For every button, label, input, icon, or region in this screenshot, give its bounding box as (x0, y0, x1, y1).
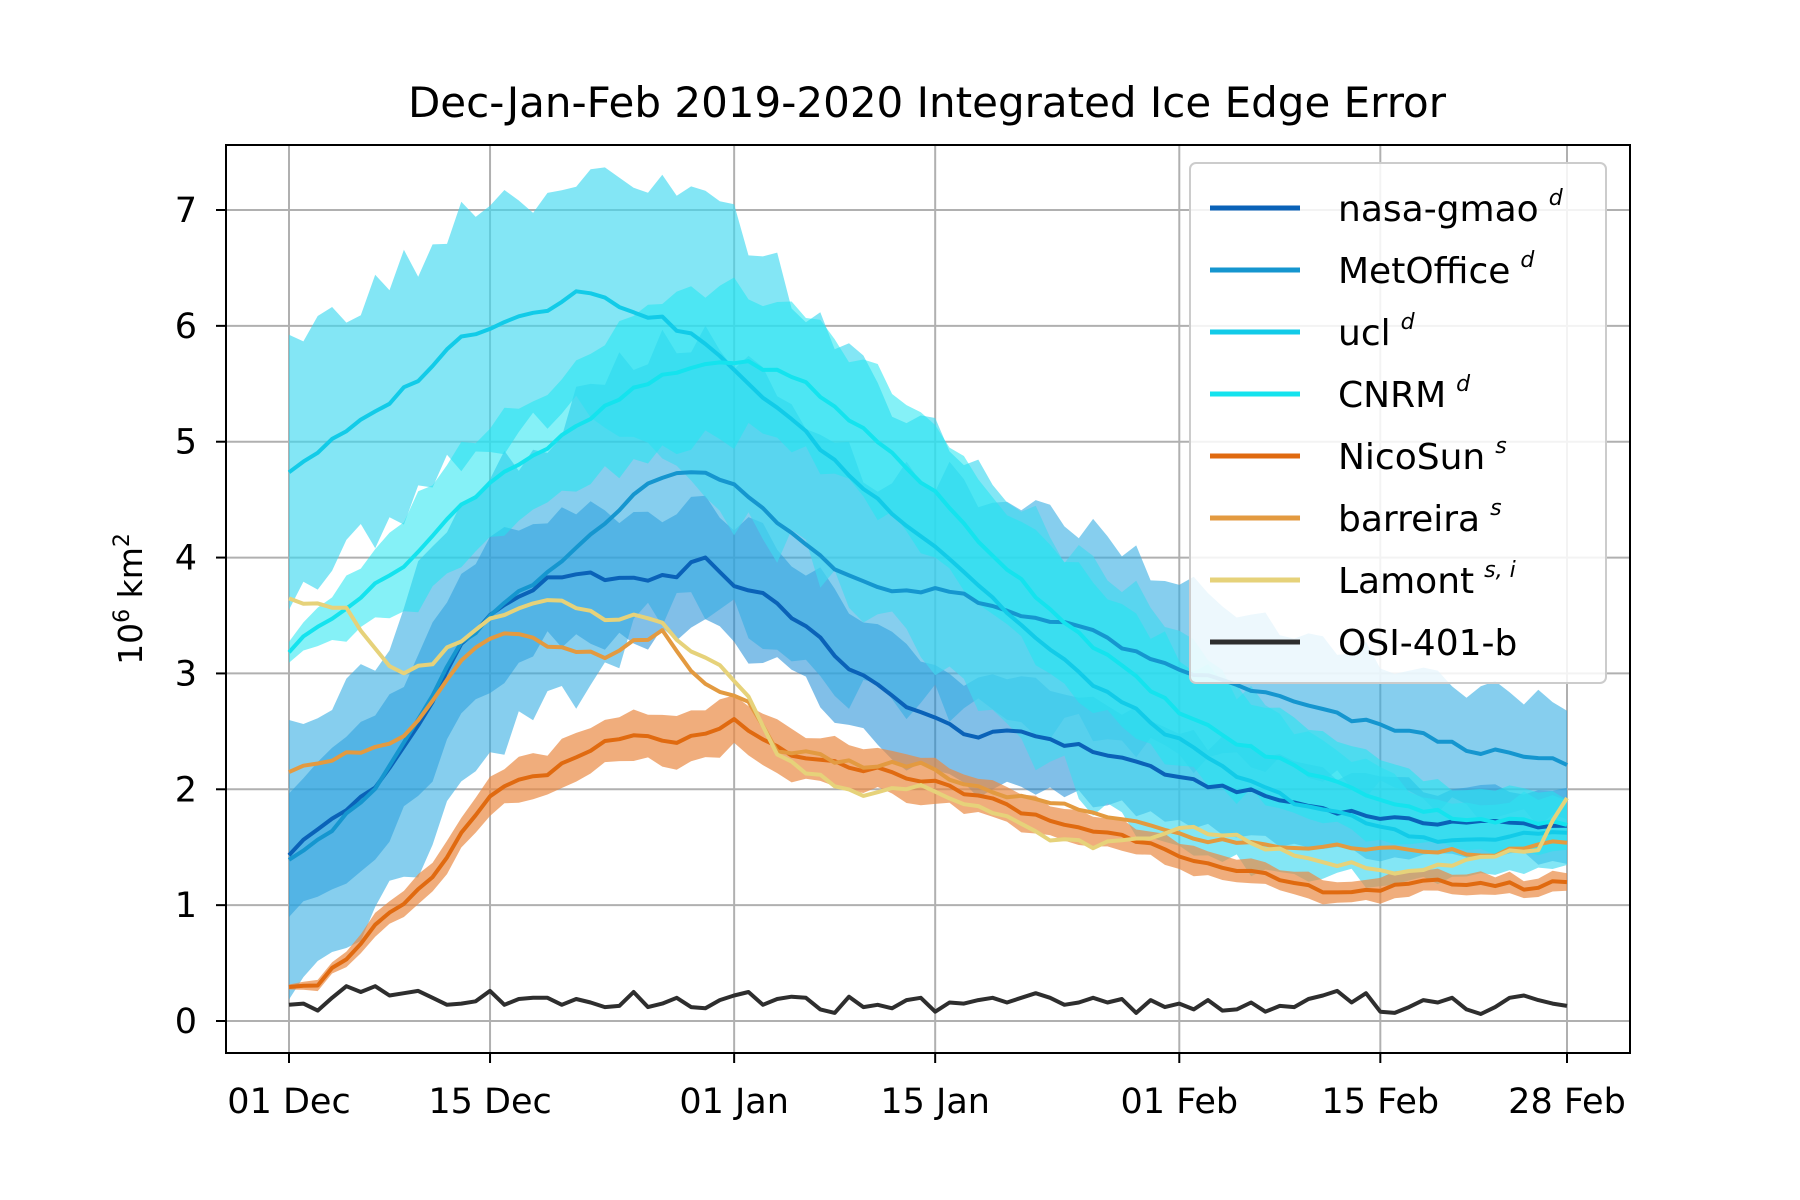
y-tick-label: 1 (175, 886, 197, 926)
y-axis-label-base: 10 (111, 623, 150, 665)
y-axis-label: 106 km2 (110, 533, 150, 665)
legend-box (1189, 162, 1607, 684)
line-osi-401-b (288, 984, 1568, 1016)
legend-label: NicoSun s (1338, 434, 1507, 478)
line-barreira (288, 628, 1568, 858)
chart-title: Dec-Jan-Feb 2019-2020 Integrated Ice Edg… (408, 78, 1447, 127)
y-tick-label: 3 (175, 654, 197, 694)
line-metoffice (287, 470, 1568, 862)
line-lamont (288, 596, 1569, 876)
y-tick-label: 4 (175, 539, 197, 579)
y-tick-label: 2 (175, 770, 197, 810)
legend-superscript: d (1520, 248, 1535, 273)
plot-frame (225, 144, 1631, 1054)
y-axis-label-unit: km (111, 547, 150, 598)
legend-superscript: d (1456, 372, 1471, 397)
legend-superscript: s (1495, 434, 1506, 459)
x-tick-label: 15 Dec (428, 1082, 551, 1122)
legend-superscript: s (1490, 496, 1501, 521)
legend-superscript: d (1401, 310, 1416, 335)
uncertainty-bands (289, 167, 1567, 1000)
axis-ticks: 01 Dec 15 Dec 01 Jan 15 Jan 01 Feb 15 Feb 28 F… (175, 191, 1626, 1122)
legend-label: OSI-401-b (1338, 623, 1517, 664)
x-tick-label: 01 Dec (227, 1082, 350, 1122)
line-ucl (287, 289, 1568, 844)
x-tick-label: 01 Jan (679, 1082, 789, 1122)
y-axis-label-unit-exponent: 2 (110, 533, 135, 547)
legend-superscript: d (1549, 186, 1564, 211)
legend-label: nasa-gmao d (1338, 186, 1564, 230)
line-cnrm (287, 359, 1568, 827)
series-lines (287, 289, 1569, 1016)
x-tick-label: 28 Feb (1508, 1082, 1626, 1122)
legend-label: MetOffice d (1338, 248, 1535, 292)
y-tick-label: 5 (175, 423, 197, 463)
legend-superscript: s, i (1484, 558, 1516, 583)
x-tick-label: 15 Feb (1322, 1082, 1440, 1122)
y-axis-label-exponent: 6 (110, 609, 135, 623)
y-tick-label: 6 (175, 307, 197, 347)
legend-label: barreira s (1338, 496, 1502, 540)
y-axis-label-gap (111, 598, 150, 609)
y-tick-label: 7 (175, 191, 197, 231)
x-tick-label: 15 Jan (880, 1082, 990, 1122)
y-tick-label: 0 (175, 1002, 197, 1042)
x-tick-label: 01 Feb (1120, 1082, 1238, 1122)
line-nicosun (288, 717, 1568, 989)
band-cnrm (289, 277, 1567, 856)
